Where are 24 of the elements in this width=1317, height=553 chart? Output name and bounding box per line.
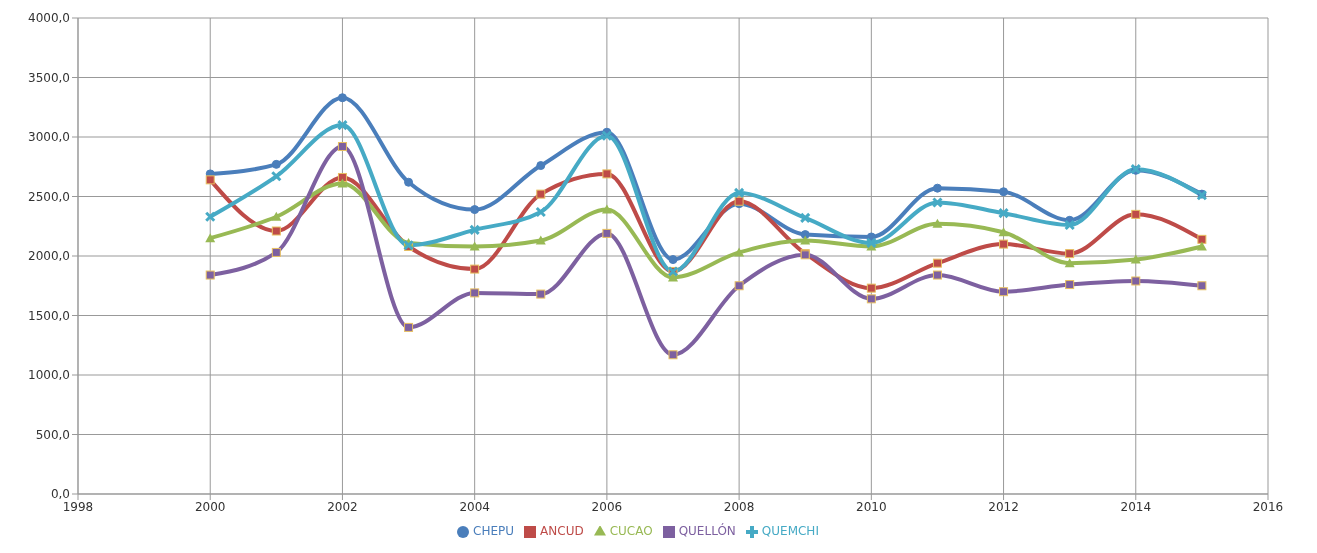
x-tick-label: 2010	[856, 499, 887, 514]
legend-label: QUELLÓN	[678, 524, 736, 538]
x-tick-label: 2006	[591, 499, 623, 514]
legend-label: CHEPU	[473, 524, 515, 538]
y-tick-label: 4000,0	[28, 11, 70, 26]
x-tick-label: 2008	[723, 499, 755, 514]
x-tick-label: 2016	[1252, 499, 1284, 514]
y-tick-label: 1000,0	[28, 368, 70, 383]
x-tick-label: 2012	[988, 499, 1019, 514]
legend-label: ANCUD	[540, 524, 584, 538]
x-tick-label: 2014	[1120, 499, 1152, 514]
x-tick-label: 1998	[62, 499, 94, 514]
x-tick-label: 2002	[327, 499, 358, 514]
y-tick-label: 3000,0	[28, 130, 70, 145]
y-tick-label: 2500,0	[28, 189, 70, 204]
y-tick-label: 1500,0	[28, 308, 70, 323]
x-tick-label: 2004	[459, 499, 490, 514]
legend-label: QUEMCHI	[761, 524, 819, 538]
x-tick-label: 2000	[194, 499, 226, 514]
y-tick-label: 2000,0	[28, 249, 70, 264]
y-tick-label: 3500,0	[28, 70, 70, 85]
legend-label: CUCAO	[609, 524, 653, 538]
y-tick-label: 0,0	[50, 487, 70, 502]
y-tick-label: 500,0	[35, 427, 70, 442]
